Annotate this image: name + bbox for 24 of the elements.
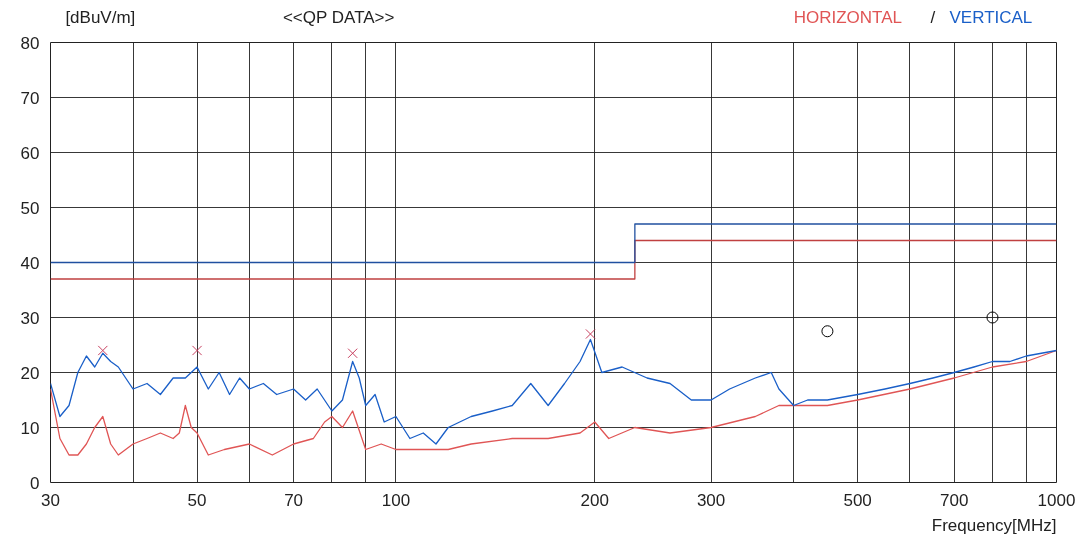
x-tick-label: 30	[41, 490, 60, 510]
x-tick-label: 70	[284, 490, 304, 510]
text: /	[930, 7, 936, 27]
y-tick-label: 60	[20, 143, 40, 163]
y-tick-label: 80	[20, 33, 40, 53]
y-tick-label: 40	[20, 253, 40, 273]
y-axis-title: [dBuV/m]	[65, 7, 136, 27]
x-tick-label: 100	[381, 490, 411, 510]
text: VERTICAL	[949, 7, 1033, 27]
x-tick-label: 50	[187, 490, 207, 510]
x-tick-label: 300	[696, 490, 726, 510]
chart-title: <<QP DATA>>	[282, 7, 395, 27]
x-tick-label: 700	[939, 490, 969, 510]
y-tick-label: 70	[20, 88, 40, 108]
text: HORIZONTAL	[793, 7, 902, 27]
x-tick-label: 200	[580, 490, 609, 510]
y-tick-label: 10	[20, 418, 40, 438]
x-tick-label: 500	[843, 490, 872, 510]
y-tick-label: 30	[20, 308, 40, 328]
y-tick-label: 0	[30, 473, 40, 493]
y-tick-label: 50	[20, 198, 40, 218]
x-tick-label: 1000	[1037, 490, 1076, 510]
x-axis-title: Frequency[MHz]	[931, 515, 1057, 535]
y-tick-label: 20	[20, 363, 40, 383]
